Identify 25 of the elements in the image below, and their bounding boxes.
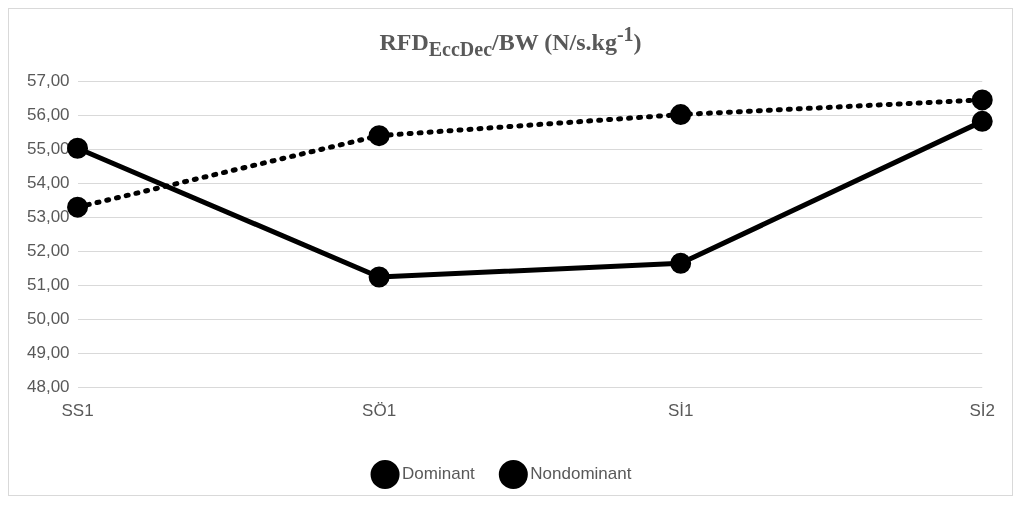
point bbox=[971, 89, 993, 111]
y-tick-label: 49,00 bbox=[26, 343, 70, 363]
y-tick-label: 51,00 bbox=[26, 275, 70, 295]
legend-label: Dominant bbox=[402, 464, 476, 484]
y-tick-label: 53,00 bbox=[26, 207, 70, 227]
point bbox=[67, 137, 89, 159]
chart-title: RFD$_{EccDec}$/BW (N/s.kg$^{-1}$) bbox=[378, 22, 643, 62]
y-tick-label: 54,00 bbox=[26, 173, 70, 193]
y-tick-label: 52,00 bbox=[26, 241, 70, 261]
legend-label: Nondominant bbox=[530, 464, 632, 484]
y-tick-label: 50,00 bbox=[26, 309, 70, 329]
x-tick-label: SÖ1 bbox=[362, 401, 397, 421]
point bbox=[670, 252, 692, 274]
point bbox=[368, 125, 390, 147]
y-tick-label: 56,00 bbox=[26, 104, 70, 124]
y-tick-label: 57,00 bbox=[26, 70, 70, 90]
point bbox=[67, 196, 89, 218]
point bbox=[670, 104, 692, 126]
x-tick-label: Sİ1 bbox=[667, 401, 694, 421]
y-tick-label: 48,00 bbox=[26, 377, 70, 397]
x-tick-label: Sİ2 bbox=[969, 401, 996, 421]
point bbox=[368, 266, 390, 288]
point bbox=[971, 110, 993, 132]
y-tick-label: 55,00 bbox=[26, 138, 70, 158]
x-tick-label: SS1 bbox=[61, 401, 94, 421]
